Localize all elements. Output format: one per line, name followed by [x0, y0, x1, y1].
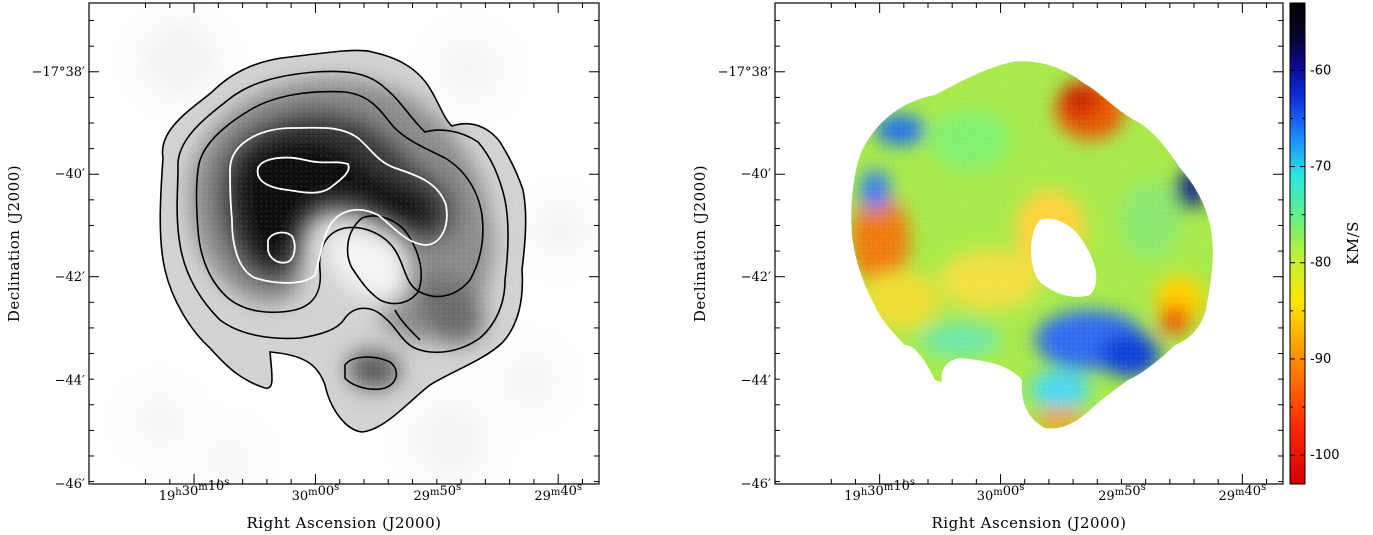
x-tick-label: 29m50s [413, 482, 461, 504]
y-axis-label: Declination (J2000) [691, 165, 709, 322]
y-tick-label: −40′ [741, 167, 771, 182]
colorbar-gradient [1290, 3, 1305, 484]
x-tick-label: 29m50s [1098, 482, 1146, 504]
x-tick-label: 30m00s [977, 482, 1025, 504]
y-tick-label: −17°38′ [718, 65, 771, 80]
colorbar-tick-label: -60 [1310, 63, 1331, 78]
colorbar: -60 -70 -80 -90 -100 KM/S [1289, 2, 1362, 485]
colorbar-tick-label: -90 [1310, 352, 1331, 367]
left-panel: −17°38′ −40′ −42′ −44′ −46′ 19h30m10s 30m00s 29… [5, 2, 600, 532]
right-plot-frame [774, 2, 1284, 485]
y-tick-label: −42′ [55, 270, 85, 285]
colorbar-tick-label: -80 [1310, 256, 1331, 271]
y-tick-label: −44′ [55, 374, 85, 389]
left-intensity-map [89, 3, 599, 484]
light-contours [229, 126, 448, 284]
colorbar-frame [1289, 2, 1306, 485]
right-panel: −17°38′ −40′ −42′ −44′ −46′ 19h30m10s 30m00s 29… [691, 2, 1362, 532]
x-axis-label: Right Ascension (J2000) [932, 514, 1127, 532]
left-plot-frame [88, 2, 600, 485]
colorbar-ticks: -60 -70 -80 -90 -100 [1290, 21, 1340, 463]
x-tick-label: 29m40s [1219, 482, 1267, 504]
x-tick-label: 29m40s [534, 482, 582, 504]
y-tick-label: −46′ [55, 477, 85, 492]
colorbar-label: KM/S [1344, 221, 1362, 265]
y-tick-label: −40′ [55, 167, 85, 182]
left-axes: −17°38′ −40′ −42′ −44′ −46′ 19h30m10s 30m00s 29… [5, 3, 599, 532]
velocity-map-hole [1031, 218, 1097, 297]
y-tick-label: −46′ [741, 477, 771, 492]
colorbar-tick-label: -70 [1310, 160, 1331, 175]
colorbar-tick-label: -100 [1310, 448, 1340, 463]
x-tick-label: 19h30m10s [844, 477, 915, 504]
y-tick-label: −17°38′ [32, 65, 85, 80]
right-axes: −17°38′ −40′ −42′ −44′ −46′ 19h30m10s 30m00s 29… [691, 3, 1283, 532]
dark-contours [159, 49, 527, 433]
y-tick-label: −44′ [741, 374, 771, 389]
y-axis-label: Declination (J2000) [5, 165, 23, 322]
x-axis-label: Right Ascension (J2000) [247, 514, 442, 532]
x-tick-label: 19h30m10s [159, 477, 230, 504]
x-tick-label: 30m00s [292, 482, 340, 504]
y-tick-label: −42′ [741, 270, 771, 285]
right-velocity-map [775, 3, 1283, 484]
